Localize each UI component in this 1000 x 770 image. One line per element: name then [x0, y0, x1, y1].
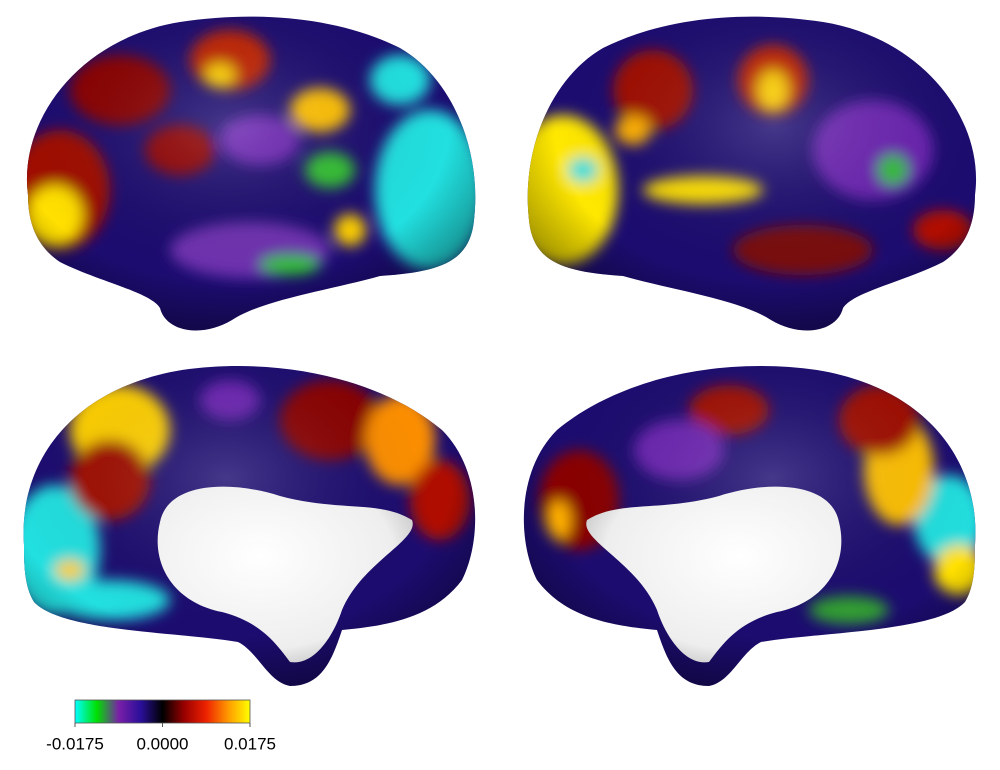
- brain-right-medial: [523, 366, 976, 686]
- colorbar: -0.0175 0.0000 0.0175: [46, 699, 276, 753]
- colorbar-gradient: [74, 699, 251, 724]
- tick-label: 0.0175: [224, 734, 276, 753]
- brain-right-lateral: [527, 16, 977, 331]
- tick-label: 0.0000: [137, 734, 189, 753]
- brain-left-lateral: [26, 16, 476, 331]
- brain-left-medial: [23, 366, 476, 686]
- tick-label: -0.0175: [46, 734, 104, 753]
